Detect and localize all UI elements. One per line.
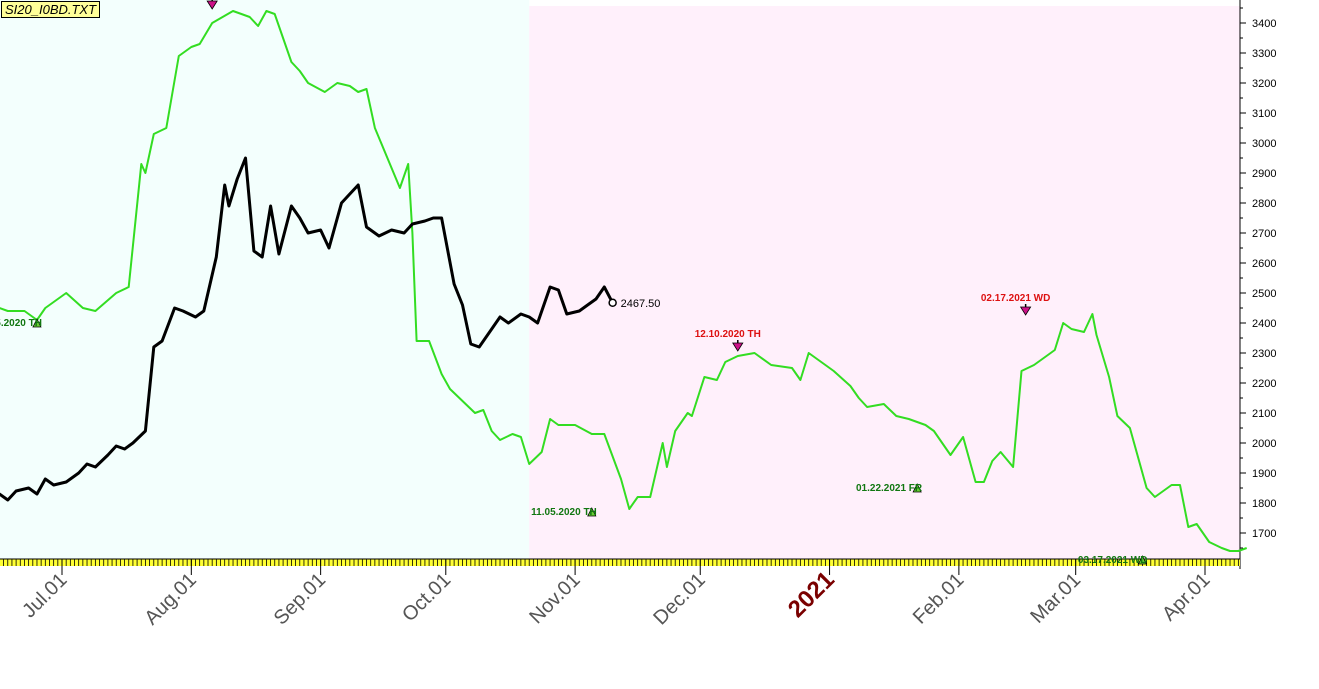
y-tick-label: 2300 [1252, 348, 1276, 360]
peak-label: 12.10.2020 TH [695, 329, 761, 340]
y-tick-label: 1900 [1252, 468, 1276, 480]
trough-arrow-icon [587, 507, 597, 517]
y-tick-label: 2200 [1252, 378, 1276, 390]
x-month-label: Oct.01 [398, 569, 455, 626]
y-tick-label: 3200 [1252, 78, 1276, 90]
peak-label: 02.17.2021 WD [981, 293, 1051, 304]
y-tick-label: 3300 [1252, 48, 1276, 60]
file-name-label: SI20_I0BD.TXT [1, 1, 101, 18]
left-shaded-region [0, 0, 530, 559]
peak-arrow-icon [1019, 306, 1032, 316]
last-value-marker [608, 298, 617, 307]
x-month-label: Aug.01 [140, 569, 200, 629]
trough-arrow-icon [912, 483, 922, 493]
y-tick-label: 3100 [1252, 108, 1276, 120]
x-month-label: Jul.01 [18, 569, 71, 622]
y-tick-label: 2000 [1252, 438, 1276, 450]
y-tick-label: 2900 [1252, 168, 1276, 180]
last-value-label: 2467.50 [621, 298, 661, 310]
peak-arrow-icon [732, 342, 744, 352]
y-tick-label: 2100 [1252, 408, 1276, 420]
y-tick-label: 2600 [1252, 258, 1276, 270]
y-tick-label: 3000 [1252, 138, 1276, 150]
y-tick-label: 2400 [1252, 318, 1276, 330]
green-series-line [0, 10, 1248, 552]
trough-arrow-icon [32, 318, 42, 328]
x-month-label: Dec.01 [649, 569, 709, 629]
x-year-label: 2021 [783, 566, 840, 623]
y-tick-label: 2700 [1252, 228, 1276, 240]
x-month-label: Feb.01 [909, 569, 969, 629]
right-shaded-region [529, 6, 1240, 559]
date-tick-strip [0, 559, 1240, 566]
trough-label: 11.05.2020 TH [531, 507, 597, 518]
trough-label: 25.2020 TH [0, 318, 42, 329]
y-tick-label: 1700 [1252, 528, 1276, 540]
trough-label: 03.17.2021 WD [1078, 555, 1148, 566]
y-tick-label: 1800 [1252, 498, 1276, 510]
peak-arrow-icon [206, 0, 218, 10]
black-series-line [0, 156, 614, 502]
x-month-label: Sep.01 [270, 569, 330, 629]
trough-arrow-icon [1137, 555, 1148, 565]
trough-label: 01.22.2021 FR [856, 483, 923, 494]
x-month-label: Mar.01 [1026, 569, 1085, 628]
y-tick-label: 2800 [1252, 198, 1276, 210]
x-month-label: Apr.01 [1158, 569, 1214, 625]
y-tick-label: 3400 [1252, 18, 1276, 30]
x-month-label: Nov.01 [525, 569, 584, 628]
y-tick-label: 2500 [1252, 288, 1276, 300]
